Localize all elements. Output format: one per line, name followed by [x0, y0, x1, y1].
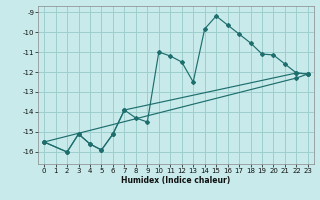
X-axis label: Humidex (Indice chaleur): Humidex (Indice chaleur): [121, 176, 231, 185]
